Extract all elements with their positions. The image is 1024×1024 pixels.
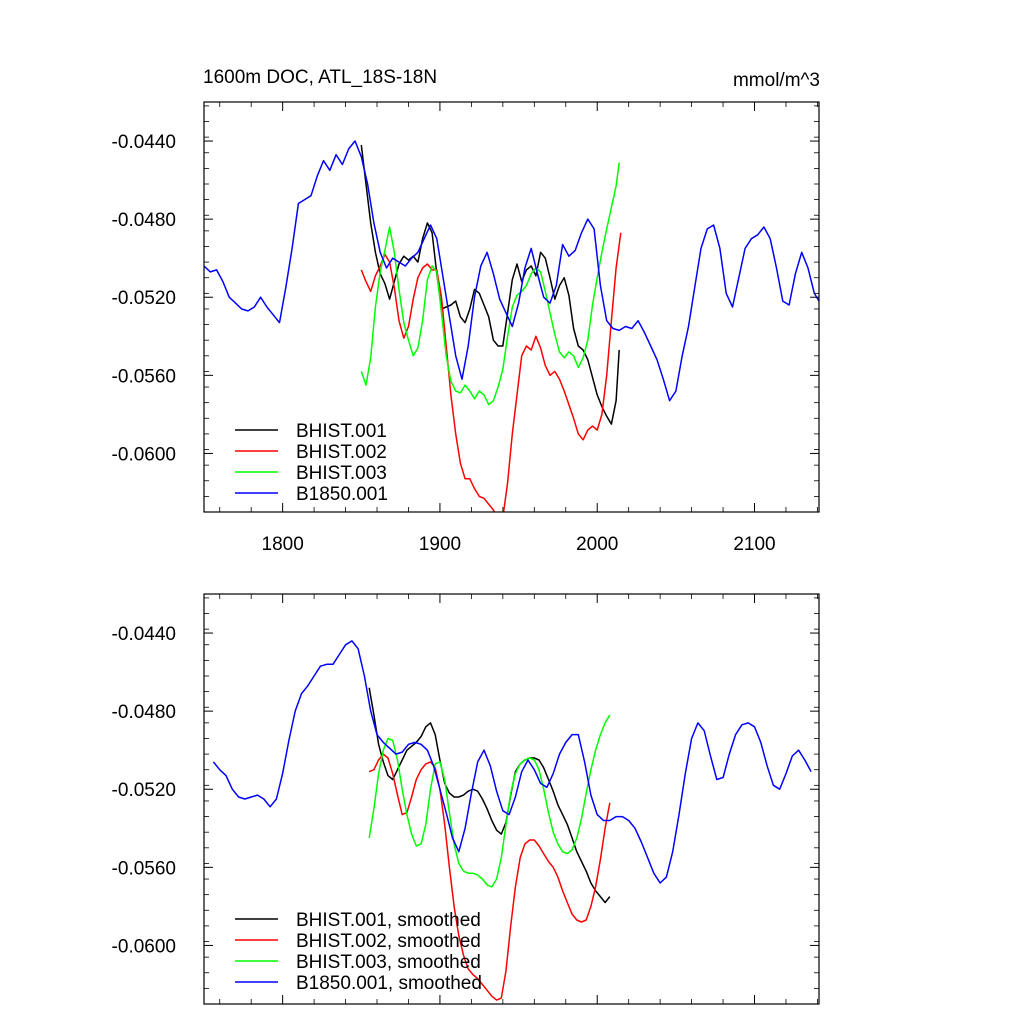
x-tick-label: 2100 xyxy=(733,534,775,555)
y-tick-label: -0.0600 xyxy=(112,444,176,465)
x-tick-label: 1800 xyxy=(262,534,304,555)
panel-bottom: -0.0440 -0.0480 -0.0520 -0.0560 -0.0600 BHIS… xyxy=(112,593,820,1005)
plot-lines-bottom xyxy=(212,640,812,1001)
plot-frame-bottom xyxy=(203,593,820,1005)
y-tick-label: -0.0480 xyxy=(112,210,176,231)
axis-ticks-top: -0.0440 -0.0480 -0.0520 -0.0560 -0.0600 1800 1… xyxy=(112,102,819,555)
series-line-3 xyxy=(204,140,819,402)
y-tick-label: -0.0520 xyxy=(112,288,176,309)
series-line-0 xyxy=(360,144,620,425)
y-tick-label: -0.0520 xyxy=(112,780,176,801)
legend-label-1: BHIST.002 xyxy=(296,442,387,463)
series-line-2 xyxy=(368,714,611,888)
series-line-1 xyxy=(360,232,622,512)
series-line-3 xyxy=(212,640,812,884)
series-line-0 xyxy=(368,687,611,904)
series-line-2 xyxy=(360,162,620,406)
chart-title: 1600m DOC, ATL_18S-18N xyxy=(203,67,437,88)
x-tick-label: 1900 xyxy=(419,534,461,555)
series-line-1 xyxy=(368,753,611,1001)
legend-label-0: BHIST.001, smoothed xyxy=(296,910,481,931)
panel-top: 1600m DOC, ATL_18S-18N mmol/m^3 -0.0440-… xyxy=(112,67,820,555)
units-label: mmol/m^3 xyxy=(733,70,820,91)
legend-label-3: B1850.001, smoothed xyxy=(296,973,482,994)
x-tick-label: 2000 xyxy=(576,534,618,555)
legend-label-3: B1850.001 xyxy=(296,484,388,505)
legend-label-1: BHIST.002, smoothed xyxy=(296,931,481,952)
axis-ticks-bottom: -0.0440 -0.0480 -0.0520 -0.0560 -0.0600 xyxy=(112,594,819,1005)
y-tick-label: -0.0440 xyxy=(112,624,176,645)
legend-label-2: BHIST.003, smoothed xyxy=(296,952,481,973)
legend-label-2: BHIST.003 xyxy=(296,463,387,484)
y-tick-label: -0.0480 xyxy=(112,702,176,723)
plot-lines-top xyxy=(204,140,819,512)
y-tick-label: -0.0600 xyxy=(112,936,176,957)
y-tick-label: -0.0440 xyxy=(112,132,176,153)
legend-label-0: BHIST.001 xyxy=(296,421,387,442)
y-tick-label: -0.0560 xyxy=(112,366,176,387)
plot-frame-top xyxy=(203,101,820,513)
y-tick-label: -0.0560 xyxy=(112,858,176,879)
